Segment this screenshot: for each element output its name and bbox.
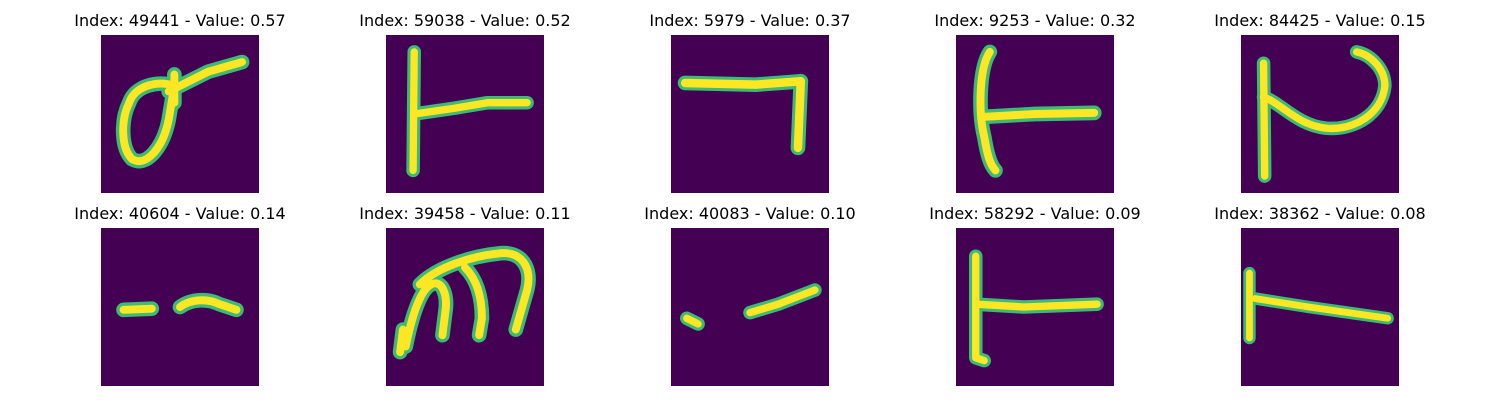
panel-title: Index: 40604 - Value: 0.14 xyxy=(74,204,286,223)
image-panel: Index: 9253 - Value: 0.32 xyxy=(925,11,1145,201)
glyph-image xyxy=(671,35,829,193)
glyph-image xyxy=(956,35,1114,193)
panel-title: Index: 38362 - Value: 0.08 xyxy=(1214,204,1426,223)
glyph-image xyxy=(101,228,259,386)
glyph-drawing xyxy=(392,245,536,360)
glyph-image xyxy=(956,228,1114,386)
image-panel: Index: 84425 - Value: 0.15 xyxy=(1210,11,1430,201)
glyph-drawing xyxy=(973,44,1102,178)
panel-title: Index: 58292 - Value: 0.09 xyxy=(929,204,1141,223)
glyph-drawing xyxy=(116,292,244,318)
panel-title: Index: 49441 - Value: 0.57 xyxy=(74,11,286,30)
glyph-drawing xyxy=(680,283,822,331)
image-panel: Index: 40083 - Value: 0.10 xyxy=(640,204,860,394)
panel-title: Index: 39458 - Value: 0.11 xyxy=(359,204,571,223)
glyph-image xyxy=(1241,228,1399,386)
panel-title: Index: 9253 - Value: 0.32 xyxy=(934,11,1136,30)
image-panel: Index: 49441 - Value: 0.57 xyxy=(70,11,290,201)
glyph-image xyxy=(671,228,829,386)
glyph-drawing xyxy=(1243,266,1394,345)
glyph-image xyxy=(386,228,544,386)
glyph-drawing xyxy=(677,73,809,156)
image-panel: Index: 40604 - Value: 0.14 xyxy=(70,204,290,394)
panel-title: Index: 84425 - Value: 0.15 xyxy=(1214,11,1426,30)
glyph-drawing xyxy=(968,249,1104,368)
image-panel: Index: 38362 - Value: 0.08 xyxy=(1210,204,1430,394)
glyph-image xyxy=(101,35,259,193)
glyph-image xyxy=(386,35,544,193)
image-panel: Index: 5979 - Value: 0.37 xyxy=(640,11,860,201)
panel-title: Index: 5979 - Value: 0.37 xyxy=(649,11,851,30)
image-panel: Index: 39458 - Value: 0.11 xyxy=(355,204,575,394)
panel-title: Index: 40083 - Value: 0.10 xyxy=(644,204,856,223)
glyph-drawing xyxy=(1256,45,1392,183)
image-panel: Index: 58292 - Value: 0.09 xyxy=(925,204,1145,394)
glyph-drawing xyxy=(406,45,534,178)
panel-title: Index: 59038 - Value: 0.52 xyxy=(359,11,571,30)
image-panel: Index: 59038 - Value: 0.52 xyxy=(355,11,575,201)
glyph-drawing xyxy=(115,54,250,169)
glyph-image xyxy=(1241,35,1399,193)
